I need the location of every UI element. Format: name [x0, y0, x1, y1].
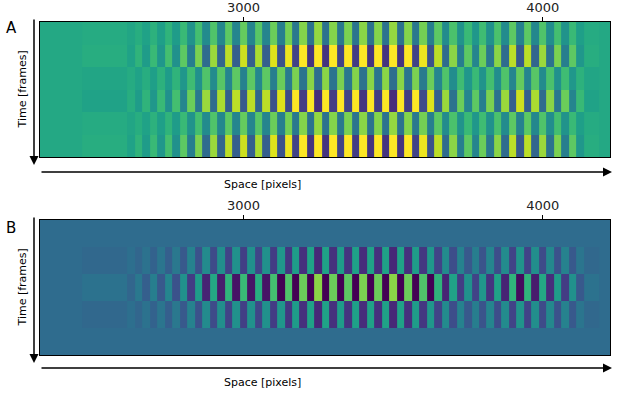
svg-text:Time [frames]: Time [frames]: [16, 50, 29, 128]
svg-text:4000: 4000: [526, 198, 559, 213]
svg-text:4000: 4000: [526, 0, 559, 15]
svg-text:Space [pixels]: Space [pixels]: [224, 376, 301, 389]
svg-text:A: A: [6, 19, 17, 37]
svg-text:3000: 3000: [227, 0, 260, 15]
svg-text:B: B: [6, 219, 16, 237]
svg-text:Space [pixels]: Space [pixels]: [224, 178, 301, 191]
svg-text:Time [frames]: Time [frames]: [16, 248, 29, 326]
svg-text:3000: 3000: [227, 198, 260, 213]
